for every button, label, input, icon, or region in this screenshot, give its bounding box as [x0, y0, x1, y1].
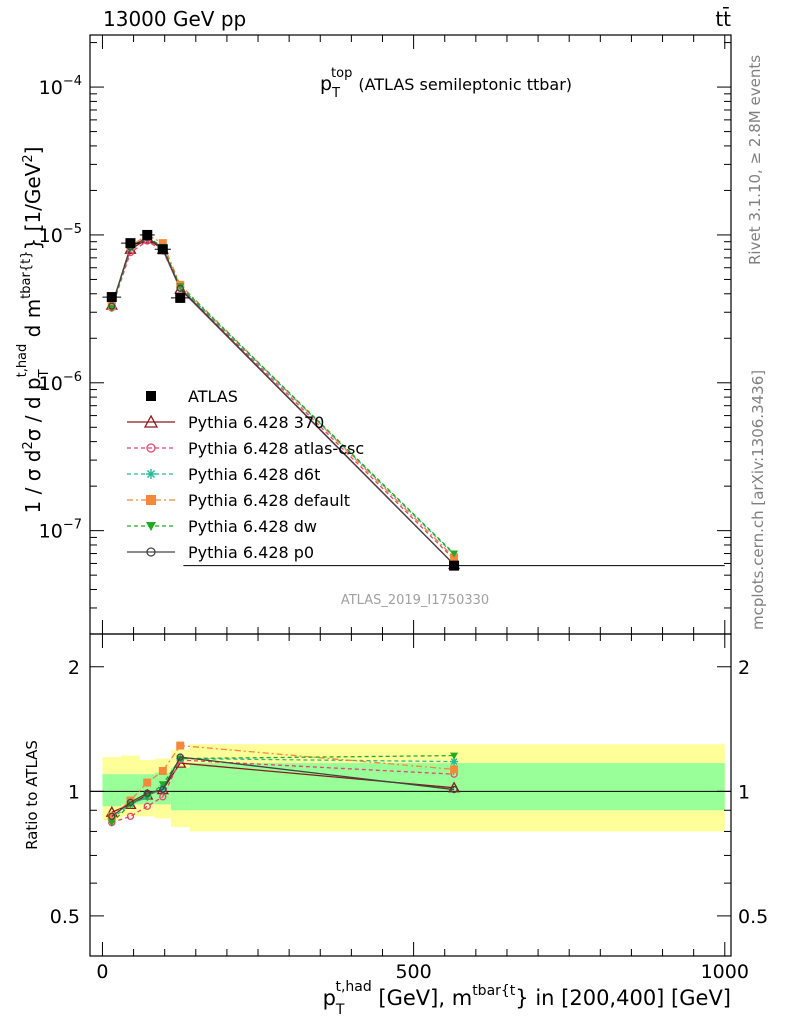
y-tick-label: 10−5: [39, 222, 82, 247]
ratio-y-tick-label: 2: [68, 657, 80, 679]
legend-marker: [146, 495, 156, 505]
ratio-y-tick-label: 1: [738, 781, 750, 803]
legend-entry: ATLAS: [146, 387, 238, 406]
series-line-0: [111, 238, 455, 565]
legend-label: Pythia 6.428 370: [188, 413, 324, 432]
ratio-y-axis-label: Ratio to ATLAS: [23, 740, 41, 850]
series-5-point: [108, 302, 116, 310]
ratio-series-1-point: [143, 802, 151, 810]
legend-marker: [146, 443, 156, 453]
ratio-series-5-point: [126, 798, 135, 807]
ratio-series-4-point: [158, 781, 167, 789]
header-energy-label: 13000 GeV pp: [103, 7, 246, 31]
ratio-series-3-point: [158, 766, 167, 775]
legend-entry: Pythia 6.428 atlas-csc: [127, 439, 364, 458]
main-y-axis-label: 1 / σ d2σ / d pTt,had d mtbar{t}} [1/GeV…: [15, 147, 52, 514]
ratio-y-tick-label: 1: [68, 781, 80, 803]
rivet-version-label: Rivet 3.1.10, ≥ 2.8M events: [746, 55, 764, 265]
ratio-series-1-point: [159, 793, 167, 801]
y-tick-label: 10−7: [39, 518, 82, 543]
data-point: [142, 229, 153, 240]
y-tick-label: 10−6: [39, 370, 82, 395]
plot-title: pTtop(ATLAS semileptonic ttbar): [320, 66, 572, 101]
main-plot-frame: [89, 34, 732, 635]
ratio-series-1-point: [126, 812, 135, 821]
series-line-1: [111, 240, 455, 560]
mcplots-label: mcplots.cern.ch [arXiv:1306.3436]: [749, 370, 767, 630]
ratio-series-4-point: [450, 752, 459, 760]
series-4-point: [176, 283, 185, 291]
ratio-y-tick-label: 2: [738, 657, 750, 679]
legend-entry: Pythia 6.428 p0: [127, 543, 314, 562]
x-axis-label: pTt,had [GeV], mtbar{t} in [200,400] [Ge…: [323, 979, 731, 1018]
ratio-series-5-point: [108, 812, 116, 821]
series-5-point: [176, 284, 184, 293]
analysis-id-watermark: ATLAS_2019_I1750330: [341, 593, 489, 608]
legend-label: Pythia 6.428 p0: [188, 543, 314, 562]
legend-label: Pythia 6.428 d6t: [188, 465, 320, 484]
data-point: [125, 238, 136, 249]
x-tick-label: 500: [395, 961, 431, 983]
ratio-series-5-point: [159, 785, 167, 794]
ratio-series-line-5: [111, 756, 455, 817]
data-point: [106, 292, 117, 303]
ratio-series-3-point: [450, 765, 459, 774]
ratio-plot-panel: 0.5 0.5 1 1 2 2 0 500 1000 Ratio to ATLAS pTt,h…: [23, 633, 768, 1018]
ratio-series-3-point: [143, 778, 152, 787]
ratio-series-2-point: [450, 757, 459, 766]
ratio-y-tick-label: 0.5: [50, 906, 80, 928]
ratio-series-5-point: [143, 789, 151, 797]
ratio-y-tick-label: 0.5: [738, 906, 768, 928]
ratio-series-line-3: [111, 744, 455, 817]
legend-label: Pythia 6.428 dw: [188, 517, 317, 536]
series-3-point: [158, 239, 167, 248]
ratio-series-3-point: [126, 796, 135, 805]
ratio-series-3-point: [176, 741, 185, 750]
x-tick-label: 1000: [701, 961, 749, 983]
y-tick-label: 10−4: [39, 74, 82, 99]
legend-entry: Pythia 6.428 default: [127, 491, 350, 510]
ratio-plot-frame: [89, 633, 732, 957]
legend-marker: [146, 391, 156, 401]
uncertainty-band-inner: [170, 767, 190, 811]
legend-marker: [146, 522, 156, 531]
legend-entry: Pythia 6.428 d6t: [127, 465, 320, 484]
legend-entry: Pythia 6.428 370: [127, 413, 324, 432]
legend-label: Pythia 6.428 atlas-csc: [188, 439, 364, 458]
data-point: [157, 244, 168, 255]
legend-marker: [143, 414, 159, 428]
header-process-label: tt̄: [715, 6, 731, 31]
ratio-series-line-4: [111, 754, 455, 824]
ratio-series-line-2: [111, 757, 455, 819]
series-4-point: [450, 550, 459, 558]
data-point: [449, 560, 460, 571]
x-tick-label: 0: [96, 961, 108, 983]
uncertainty-band-inner: [102, 774, 122, 807]
legend: ATLAS Pythia 6.428 370 Pythia 6.428 atlas-…: [127, 387, 364, 562]
legend-label: Pythia 6.428 default: [188, 491, 350, 510]
legend-marker: [146, 469, 156, 479]
uncertainty-band-inner: [121, 774, 140, 805]
legend-entry: Pythia 6.428 dw: [127, 517, 317, 536]
legend-label: ATLAS: [188, 387, 238, 406]
data-point: [175, 292, 186, 303]
main-plot-panel: 10−7 10−6 10−5 10−4 pTtop(ATLAS semileptoni…: [15, 34, 732, 635]
series-line-5: [111, 236, 455, 565]
legend-marker: [146, 547, 156, 557]
ratio-series-4-point: [107, 819, 116, 827]
ratio-series-5-point: [176, 753, 184, 761]
ratio-series-5-point: [450, 785, 458, 794]
